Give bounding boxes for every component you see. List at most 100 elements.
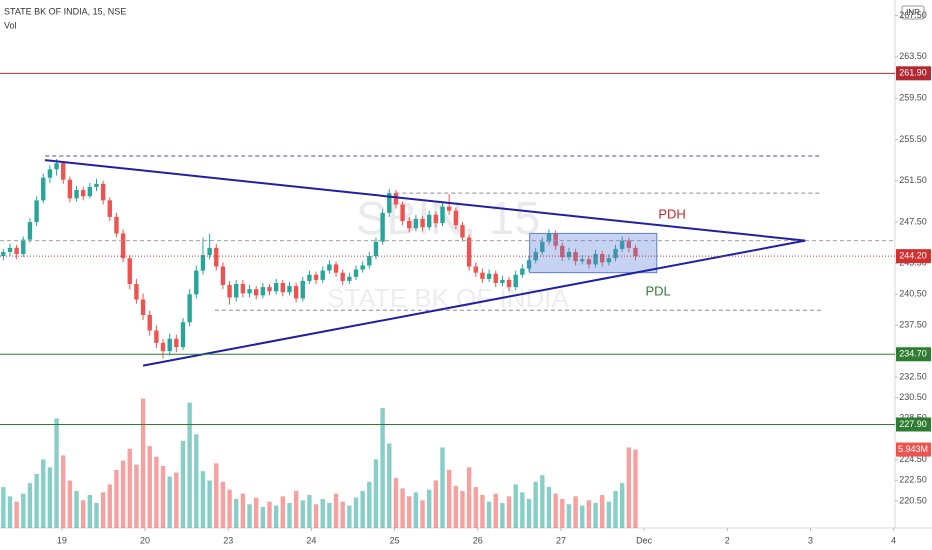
x-tick-label: 24 — [306, 535, 316, 545]
volume-tag-label: 5.943M — [898, 444, 928, 454]
candle-body — [41, 177, 46, 201]
volume-bar — [486, 501, 492, 528]
watermark-symbol: SBIN, 15 — [356, 192, 540, 244]
candle-body — [393, 193, 399, 205]
volume-bar — [400, 488, 405, 528]
volume-bar — [34, 473, 39, 528]
candle-body — [427, 214, 432, 228]
candle-body — [367, 256, 372, 266]
volume-bar — [353, 497, 359, 528]
candle-body — [293, 286, 299, 299]
candle-body — [313, 274, 319, 280]
candle-body — [553, 233, 558, 246]
candle-body — [347, 276, 352, 281]
volume-bar — [613, 491, 618, 528]
volume-bar — [593, 502, 598, 528]
volume-bar — [506, 496, 512, 528]
candle-body — [94, 183, 99, 187]
y-tick-label: 247.50 — [899, 216, 927, 226]
x-tick-label: 19 — [57, 535, 67, 545]
y-tick-label: 230.50 — [899, 392, 927, 402]
candle-body — [280, 282, 286, 293]
volume-bar — [606, 501, 612, 528]
y-tick-label: 255.50 — [899, 134, 927, 144]
candle-body — [513, 274, 518, 288]
candle-body — [353, 269, 359, 277]
candle-body — [493, 273, 498, 283]
candle-body — [200, 255, 206, 271]
candle-body — [546, 233, 552, 242]
candle-body — [633, 247, 638, 257]
volume-bar — [194, 434, 199, 528]
candle-body — [180, 322, 186, 348]
candle-body — [420, 218, 425, 228]
candle-body — [160, 342, 166, 352]
candle-body — [560, 245, 565, 258]
candle-body — [619, 240, 625, 249]
volume-bar — [526, 498, 532, 528]
candle-body — [100, 183, 106, 201]
volume-bar — [493, 493, 498, 528]
candle-body — [526, 260, 532, 269]
candle-body — [566, 252, 572, 258]
volume-bar — [160, 465, 166, 528]
candle-body — [207, 247, 212, 256]
candle-body — [473, 266, 478, 273]
candle-body — [573, 252, 578, 262]
candle-body — [433, 214, 439, 224]
x-tick-label: 26 — [473, 535, 483, 545]
price-level-tag — [896, 417, 931, 432]
volume-bar — [360, 491, 365, 528]
volume-bar — [174, 472, 179, 528]
volume-bar — [21, 493, 26, 528]
y-tick-label: 240.50 — [899, 289, 927, 299]
volume-bar — [393, 477, 399, 528]
volume-bar — [234, 498, 239, 528]
y-tick-label: 224.50 — [899, 454, 927, 464]
volume-bar — [327, 502, 332, 528]
volume-bar — [1, 487, 6, 528]
volume-bar — [440, 447, 445, 528]
plot-area — [1, 159, 638, 528]
volume-bar — [47, 467, 53, 528]
volume-bar — [313, 504, 319, 528]
volume-bar — [340, 501, 345, 528]
candle-body — [400, 204, 405, 222]
currency-box[interactable] — [901, 5, 925, 20]
candle-body — [174, 338, 179, 348]
candle-body — [87, 186, 93, 197]
trendline — [142, 239, 806, 367]
y-tick-label: 232.50 — [899, 371, 927, 381]
volume-bar — [427, 489, 432, 528]
volume-bar — [87, 495, 93, 528]
candle-body — [453, 210, 459, 226]
x-tick-label: 3 — [808, 535, 813, 545]
candle-body — [407, 221, 412, 229]
annotation: PDL — [645, 284, 670, 299]
candle-body — [626, 240, 632, 248]
candle-body — [540, 241, 545, 253]
candle-body — [613, 248, 618, 259]
volume-bar — [134, 464, 139, 528]
candle-body — [273, 282, 279, 292]
volume-bar — [267, 501, 272, 528]
candle-body — [307, 274, 312, 281]
volume-bar — [154, 456, 159, 528]
x-tick-label: 2 — [725, 535, 730, 545]
range-box — [529, 232, 658, 274]
candle-body — [500, 279, 505, 283]
volume-bar — [453, 485, 459, 528]
volume-bar — [533, 481, 538, 528]
x-tick-label: Dec — [636, 535, 653, 545]
currency[interactable]: INR — [906, 8, 920, 17]
candle-body — [373, 241, 379, 257]
candle-body — [80, 190, 86, 197]
candle-body — [147, 315, 152, 331]
candle-body — [533, 252, 538, 261]
volume-bar — [280, 496, 286, 528]
x-tick-label: 23 — [223, 535, 233, 545]
volume-bar — [573, 496, 578, 528]
volume-bar — [127, 448, 132, 528]
